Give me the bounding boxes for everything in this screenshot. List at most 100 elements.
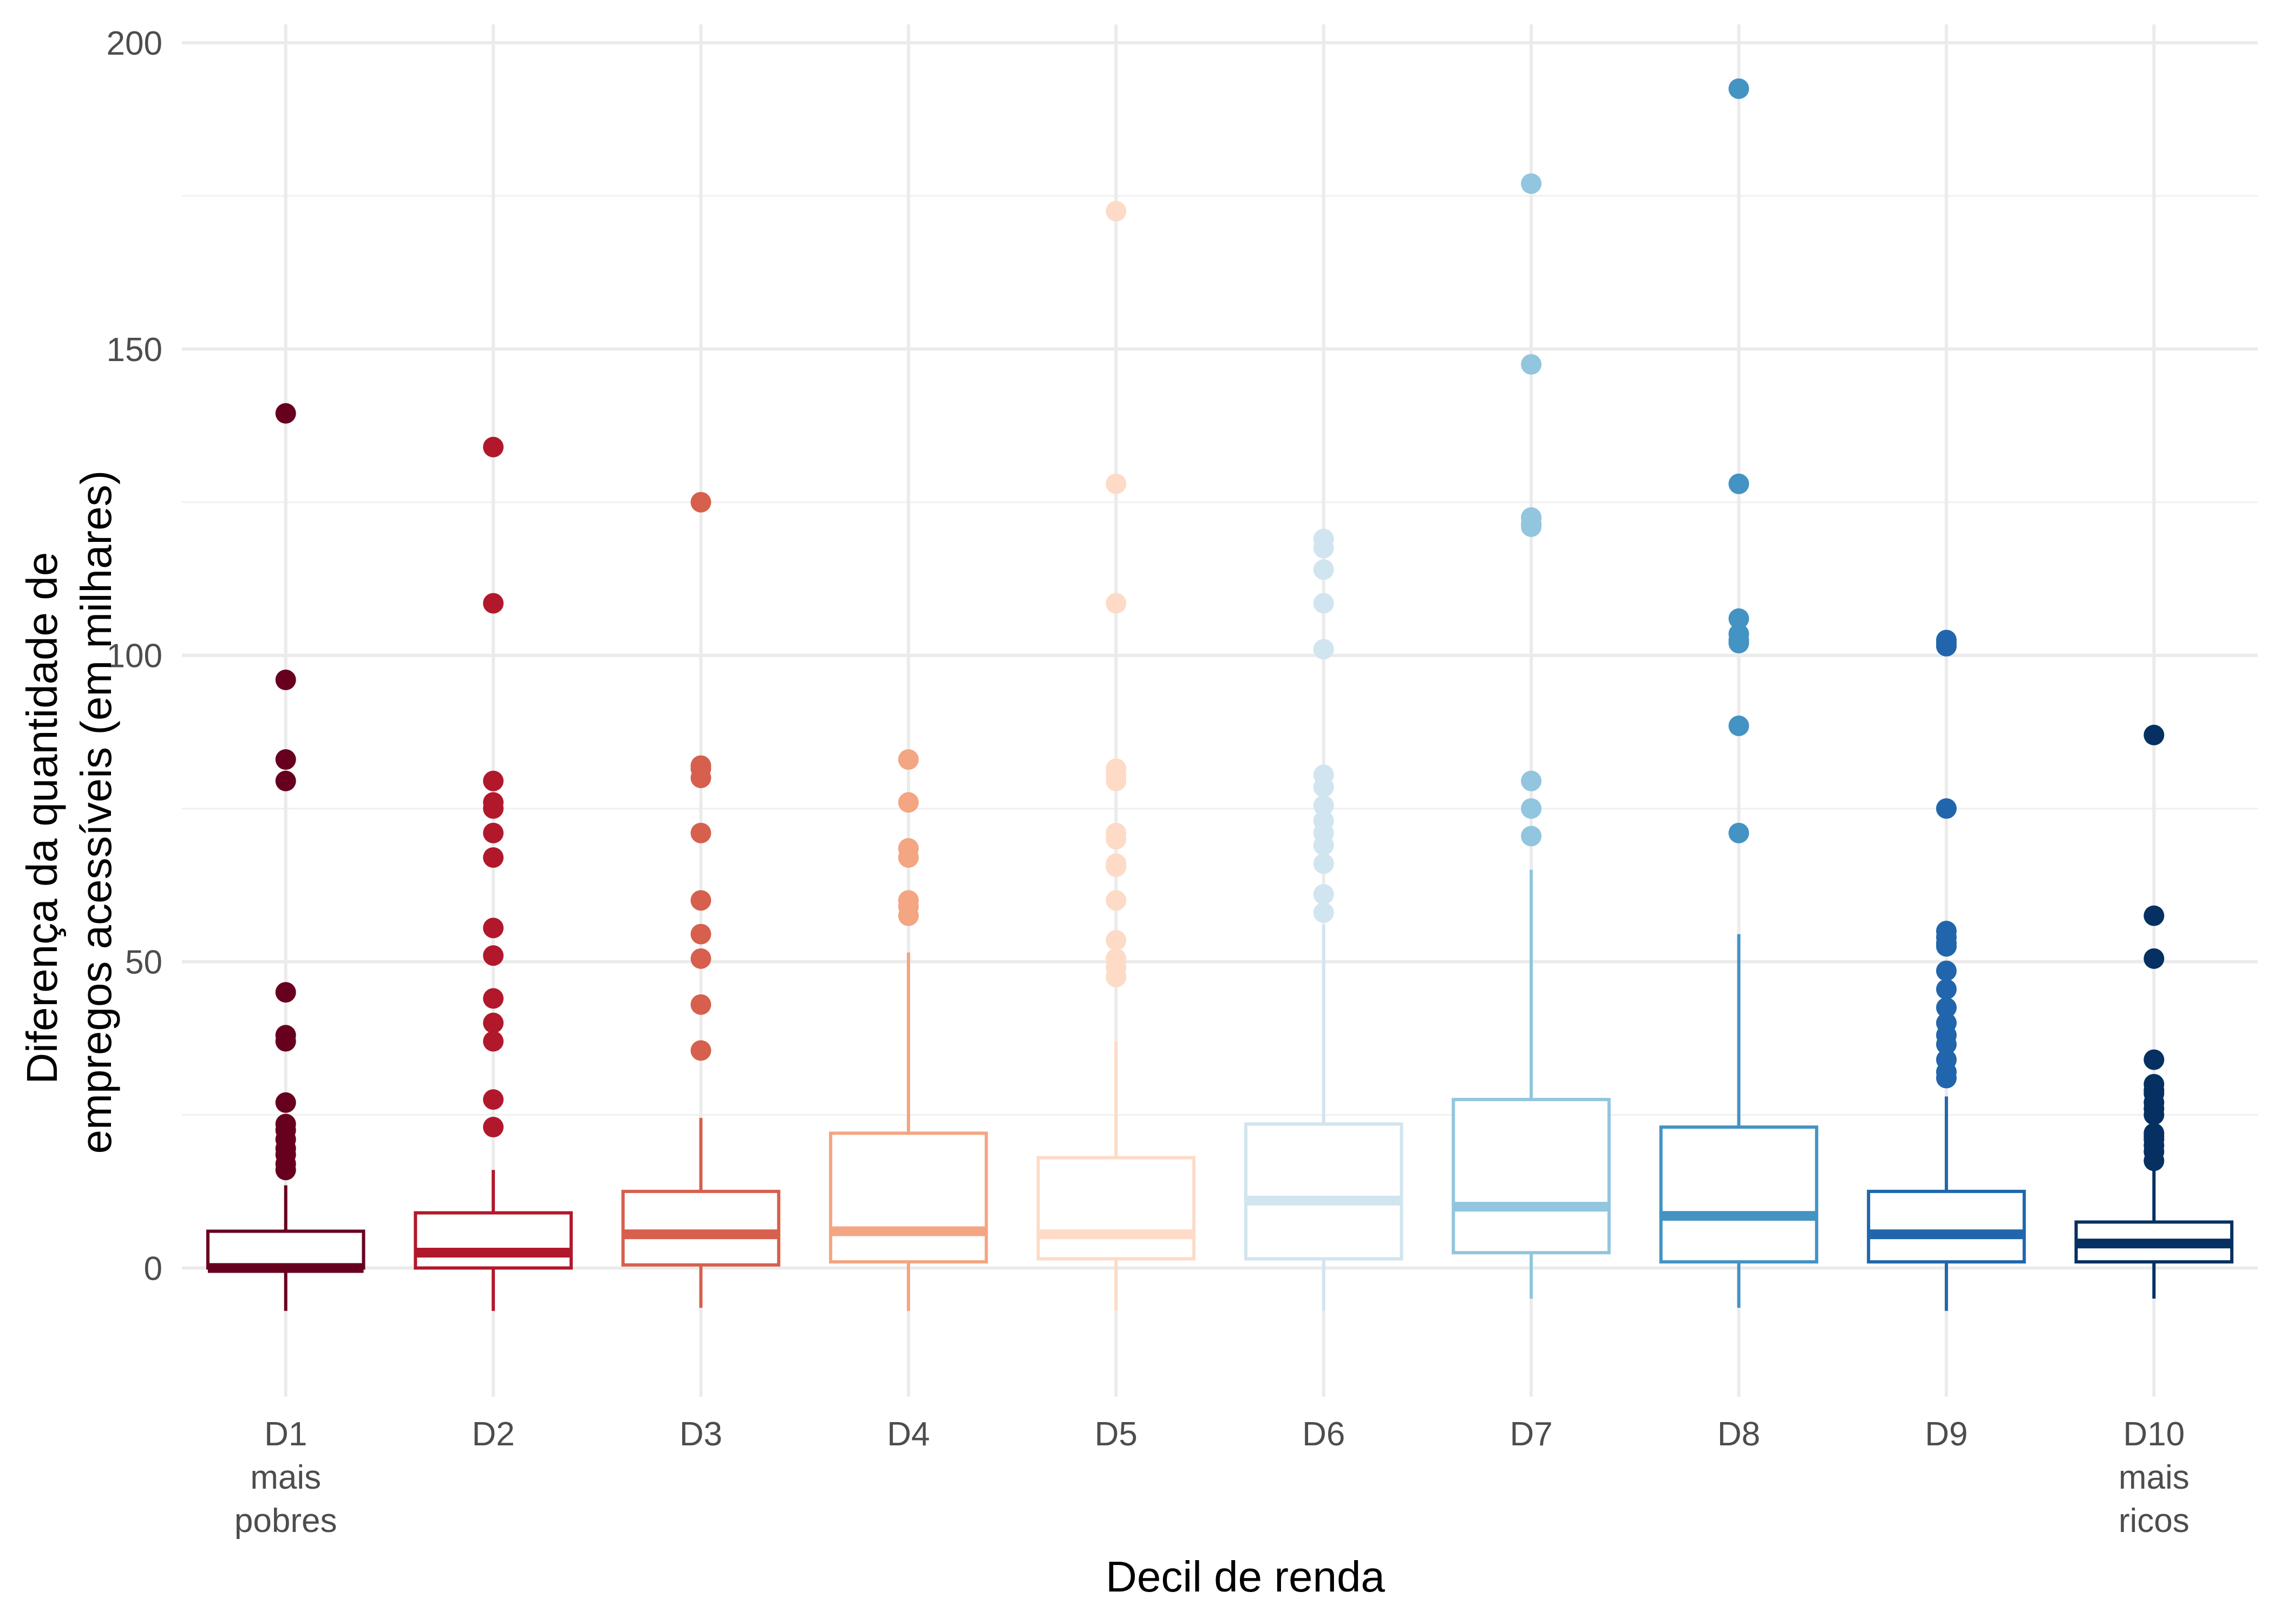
x-tick-label: D7 [1510, 1416, 1552, 1453]
box-d4 [829, 749, 988, 1311]
x-tick-label: D10 mais ricos [2119, 1416, 2190, 1540]
outlier-point [483, 593, 504, 614]
x-tick-label-line: D4 [887, 1416, 930, 1453]
iqr-box [414, 1211, 573, 1270]
boxes [206, 78, 2234, 1311]
x-tick-label-line: D8 [1717, 1416, 1760, 1453]
outlier-point [483, 1012, 504, 1033]
box-d6 [1244, 528, 1403, 1311]
box-d7 [1452, 173, 1611, 1299]
outlier-point [1936, 1068, 1957, 1089]
outlier-point [1313, 538, 1334, 559]
box-d8 [1659, 78, 1819, 1308]
outlier-point [1728, 78, 1749, 99]
x-tick-label-line: mais [2119, 1459, 2190, 1496]
y-tick-label: 0 [144, 1250, 162, 1287]
outlier-point [1106, 829, 1127, 850]
outlier-point [2144, 1104, 2165, 1125]
outlier-point [1313, 853, 1334, 874]
outlier-point [898, 905, 919, 926]
outlier-point [483, 436, 504, 457]
outlier-point [690, 924, 711, 945]
outlier-point [2144, 1049, 2165, 1070]
iqr-box [1036, 1156, 1196, 1261]
outlier-point [1521, 516, 1542, 537]
outlier-point [1313, 902, 1334, 923]
x-tick-label-line: D9 [1925, 1416, 1968, 1453]
outlier-point [275, 1160, 296, 1181]
x-tick-label: D5 [1095, 1416, 1138, 1453]
outlier-point [275, 403, 296, 424]
outlier-point [1936, 1034, 1957, 1055]
outlier-point [1106, 770, 1127, 791]
outlier-point [1313, 776, 1334, 797]
box-d10 [2074, 724, 2234, 1299]
outlier-point [1106, 890, 1127, 911]
outlier-point [275, 749, 296, 770]
outlier-point [1313, 795, 1334, 816]
outlier-point [483, 1089, 504, 1110]
outlier-point [1313, 639, 1334, 660]
outlier-point [1521, 770, 1542, 791]
iqr-box [1452, 1098, 1611, 1255]
x-axis-title: Decil de renda [1106, 1553, 1385, 1601]
y-tick-label: 150 [107, 331, 162, 369]
x-tick-label-line: D2 [472, 1416, 514, 1453]
x-tick-label: D2 [472, 1416, 514, 1453]
outlier-point [483, 847, 504, 868]
outlier-point [2144, 1150, 2165, 1171]
x-tick-label: D4 [887, 1416, 930, 1453]
iqr-box [206, 1229, 365, 1270]
outlier-point [1728, 822, 1749, 843]
outlier-point [1313, 593, 1334, 614]
outlier-point [2144, 905, 2165, 926]
outlier-point [1106, 929, 1127, 951]
outlier-point [690, 822, 711, 843]
outlier-point [1936, 960, 1957, 981]
x-tick-label-line: D10 [2123, 1416, 2185, 1453]
outlier-point [898, 792, 919, 813]
outlier-point [690, 890, 711, 911]
x-axis-tick-labels: D1 mais pobres D2 D3 D4 D5 D6 D7 D8 D9 D10 mais ricos [234, 1416, 2190, 1540]
x-tick-label: D3 [679, 1416, 722, 1453]
outlier-point [275, 770, 296, 791]
outlier-point [1936, 636, 1957, 657]
y-axis-title-line-1: Diferença da quantidade de [18, 552, 66, 1084]
outlier-point [483, 1031, 504, 1052]
outlier-point [275, 1031, 296, 1052]
y-axis-tick-labels: 0 50 100 150 200 [107, 25, 162, 1287]
outlier-point [483, 798, 504, 819]
x-tick-label-line: mais [250, 1459, 321, 1496]
outlier-point [1936, 936, 1957, 957]
outlier-point [1313, 884, 1334, 905]
outlier-point [1106, 593, 1127, 614]
outlier-point [690, 767, 711, 788]
iqr-box [1659, 1125, 1819, 1264]
outlier-point [1106, 473, 1127, 494]
box-d9 [1867, 630, 2026, 1311]
iqr-box [1867, 1189, 2026, 1264]
iqr-box [829, 1131, 988, 1264]
outlier-point [1313, 835, 1334, 856]
outlier-point [483, 918, 504, 939]
outlier-point [1521, 173, 1542, 194]
outlier-point [1728, 715, 1749, 736]
outlier-point [1521, 826, 1542, 847]
outlier-point [483, 988, 504, 1009]
outlier-point [1106, 201, 1127, 222]
outlier-point [483, 822, 504, 843]
x-tick-label-line: D1 [264, 1416, 307, 1453]
outlier-point [1936, 997, 1957, 1018]
y-axis-title-line-2: empregos acessíveis (em milhares) [72, 470, 120, 1154]
outlier-point [275, 1092, 296, 1113]
outlier-point [898, 749, 919, 770]
y-tick-label: 50 [125, 944, 162, 981]
outlier-point [690, 994, 711, 1015]
outlier-point [1728, 608, 1749, 629]
outlier-point [2144, 948, 2165, 969]
outlier-point [1728, 633, 1749, 654]
x-tick-label-line: pobres [234, 1502, 337, 1540]
outlier-point [690, 1040, 711, 1061]
outlier-point [898, 847, 919, 868]
outlier-point [1936, 798, 1957, 819]
